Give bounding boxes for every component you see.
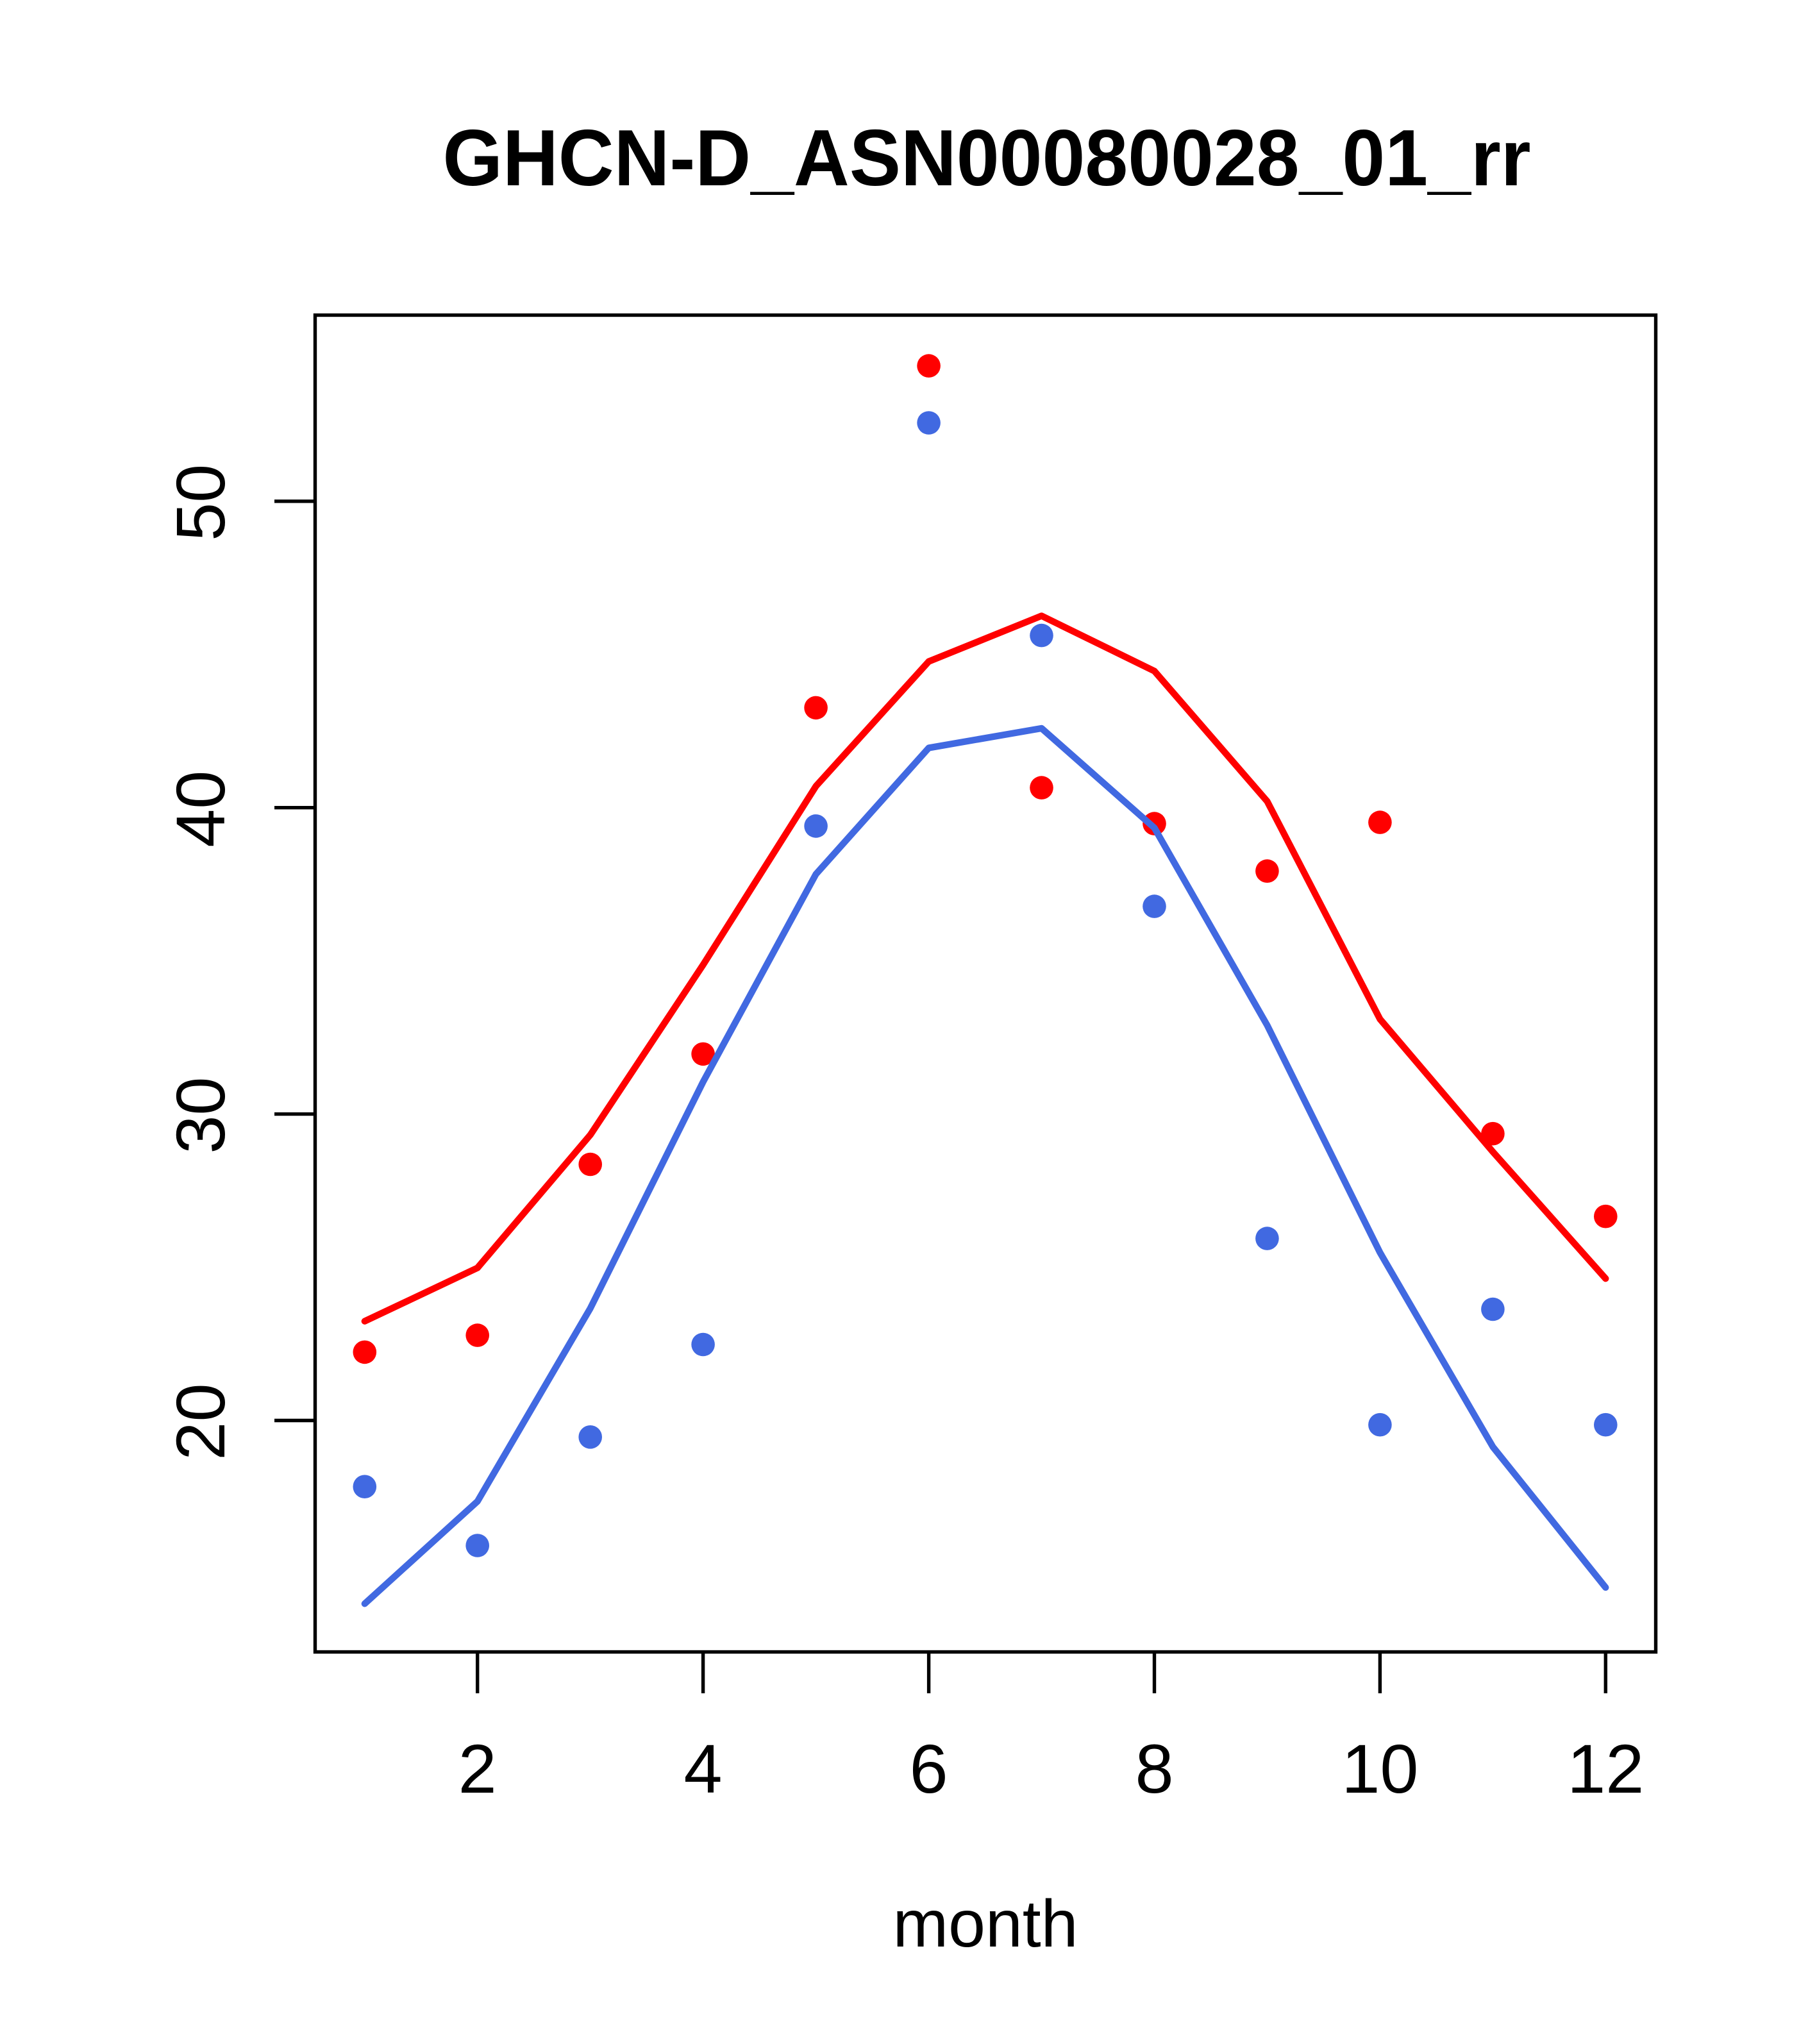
svg-text:6: 6: [910, 1730, 948, 1807]
svg-text:50: 50: [162, 464, 239, 541]
svg-text:2: 2: [458, 1730, 497, 1807]
svg-text:4: 4: [684, 1730, 723, 1807]
svg-text:20: 20: [162, 1383, 239, 1460]
svg-text:40: 40: [162, 771, 239, 848]
svg-text:10: 10: [1341, 1730, 1418, 1807]
svg-text:8: 8: [1135, 1730, 1173, 1807]
svg-text:GHCN-D_ASN00080028_01_rr: GHCN-D_ASN00080028_01_rr: [443, 114, 1531, 203]
svg-text:month: month: [892, 1887, 1078, 1961]
svg-text:30: 30: [162, 1077, 239, 1154]
svg-text:12: 12: [1567, 1730, 1644, 1807]
